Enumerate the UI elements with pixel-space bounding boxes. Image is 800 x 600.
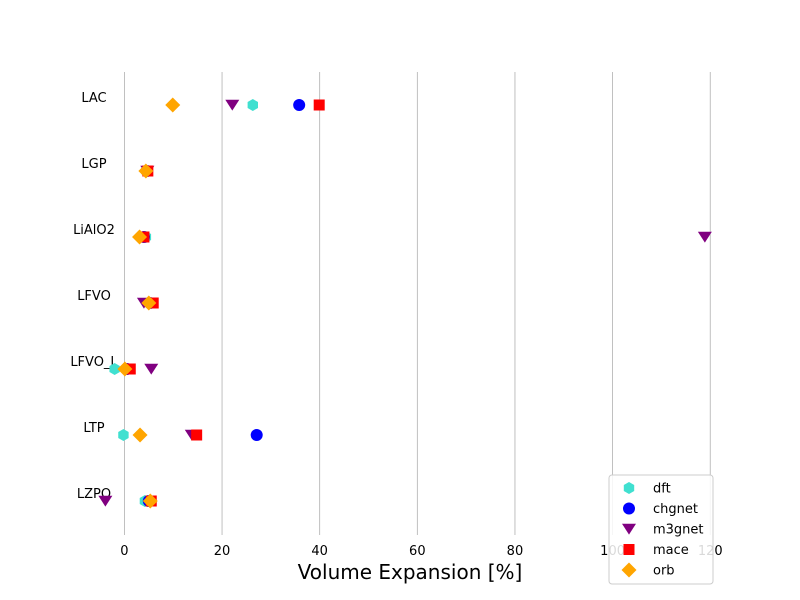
- legend-marker-mace: [623, 544, 635, 555]
- point-orb: [132, 427, 148, 443]
- point-dft: [109, 363, 120, 375]
- point-orb: [117, 361, 133, 377]
- x-tick-label: 60: [409, 544, 426, 559]
- legend-label: orb: [653, 564, 675, 579]
- legend-marker-m3gnet: [622, 523, 636, 535]
- category-label: LGP: [81, 157, 106, 172]
- data-points: [98, 97, 712, 509]
- legend-label: m3gnet: [653, 523, 704, 538]
- legend-frame: [608, 474, 714, 585]
- point-dft: [118, 429, 129, 441]
- category-label: LFVO: [77, 289, 111, 304]
- x-axis-title: Volume Expansion [%]: [298, 560, 523, 584]
- point-m3gnet: [697, 231, 712, 243]
- point-orb: [165, 97, 181, 113]
- category-label: LTP: [83, 421, 104, 436]
- x-tick-label: 20: [214, 544, 231, 559]
- legend-label: chgnet: [653, 502, 698, 517]
- point-m3gnet: [144, 363, 159, 375]
- point-chgnet: [293, 99, 306, 111]
- x-tick-label: 80: [507, 544, 524, 559]
- point-orb: [142, 493, 158, 509]
- point-orb: [138, 163, 154, 179]
- x-tick-label: 0: [120, 544, 128, 559]
- category-label: LiAlO2: [73, 223, 115, 238]
- legend: dft chgnet m3gnet mace orb: [608, 474, 714, 585]
- category-label: LFVO_L: [70, 355, 118, 370]
- legend-marker-dft: [623, 482, 635, 494]
- point-mace: [191, 429, 203, 441]
- point-mace: [313, 99, 325, 111]
- x-tick-label: 40: [311, 544, 328, 559]
- category-label: LAC: [81, 91, 106, 106]
- point-dft: [247, 99, 258, 111]
- legend-label: mace: [653, 543, 689, 558]
- legend-marker-orb: [621, 562, 637, 578]
- point-m3gnet: [225, 99, 240, 111]
- legend-marker-chgnet: [623, 502, 635, 515]
- point-orb: [132, 229, 148, 245]
- grid-lines: [124, 72, 711, 535]
- legend-label: dft: [653, 482, 671, 497]
- point-orb: [141, 295, 157, 311]
- point-m3gnet: [98, 495, 113, 507]
- point-chgnet: [250, 429, 263, 441]
